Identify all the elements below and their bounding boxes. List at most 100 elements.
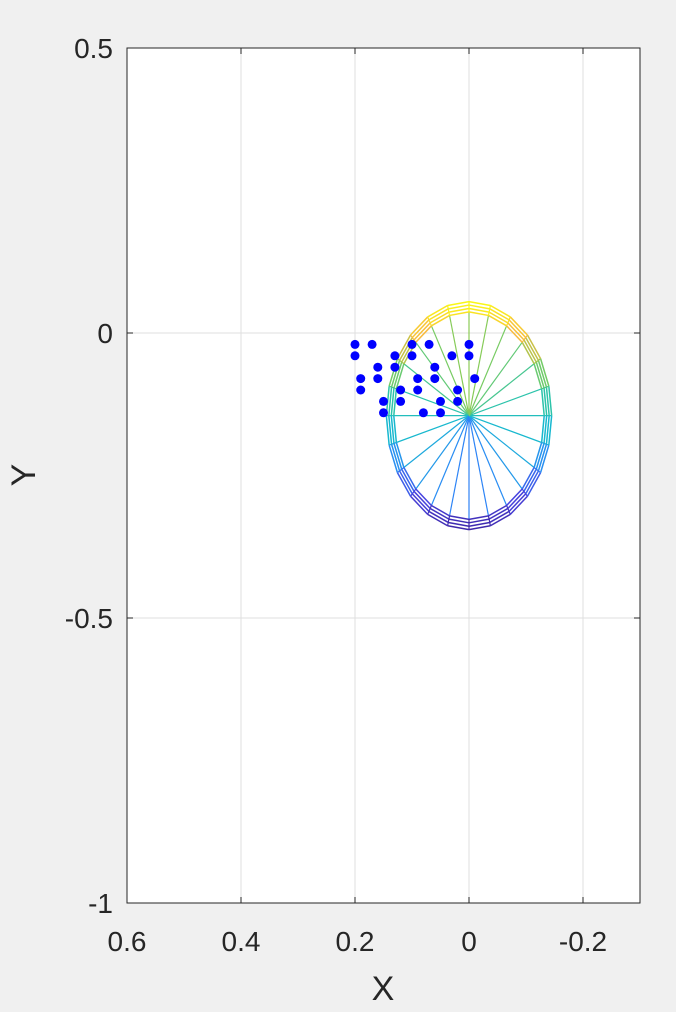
data-point [356, 374, 366, 384]
mesh-ring-segment [521, 467, 535, 490]
mesh-ring-segment [396, 334, 412, 360]
data-point [436, 396, 445, 406]
mesh-ring-segment [429, 311, 450, 324]
data-point [453, 385, 463, 395]
mesh-ring-segment [490, 513, 511, 527]
plot-area [127, 48, 640, 903]
mesh-spoke [468, 388, 542, 417]
mesh-ring-segment [523, 339, 537, 363]
mesh-spoke [468, 415, 542, 444]
mesh-spoke [415, 415, 470, 490]
mesh-ring-segment [395, 363, 405, 390]
mesh-connector [447, 515, 451, 526]
mesh-ring-segment [390, 387, 395, 416]
data-point [464, 351, 474, 361]
mesh-connector [506, 505, 511, 515]
mesh-ring-segment [526, 472, 542, 497]
mesh-spoke [468, 415, 508, 506]
mesh-ring-segment [468, 525, 491, 531]
mesh-connector [533, 467, 541, 474]
mesh-ring-segment [539, 444, 550, 473]
mesh-ring-segment [488, 504, 507, 517]
mesh-connector [388, 385, 397, 390]
data-point [430, 374, 440, 384]
x-tick-label: 0.2 [336, 926, 375, 957]
mesh-ring-segment [427, 304, 448, 318]
mesh-connector [521, 334, 528, 343]
mesh-ring-segment [509, 495, 528, 515]
mesh-connector [427, 316, 432, 327]
mesh-ring-segment [468, 300, 491, 307]
mesh-connector [447, 305, 451, 316]
mesh-ring-segment [395, 442, 405, 468]
y-axis-label: Y [5, 464, 43, 487]
mesh-ring-segment [543, 387, 548, 416]
mesh-ring-segment [468, 515, 489, 521]
mesh-ring-segment [468, 521, 490, 527]
mesh-ring-segment [388, 386, 393, 416]
mesh-ring-segment [540, 415, 545, 443]
mesh-ring-segment [398, 470, 413, 495]
data-point [356, 385, 366, 395]
data-point [407, 351, 417, 361]
mesh-ring-segment [521, 341, 535, 365]
mesh-ring-segment [535, 443, 545, 470]
x-tick-label: -0.2 [559, 926, 607, 957]
mesh-ring-segment [525, 337, 540, 361]
data-point [373, 362, 383, 372]
mesh-ring-segment [507, 490, 525, 509]
mesh-ring-segment [413, 322, 431, 341]
mesh-ring-segment [489, 510, 510, 524]
mesh-ring-segment [447, 300, 470, 307]
mesh-ring-segment [388, 444, 399, 473]
data-point [396, 396, 406, 406]
mesh-connector [427, 505, 432, 515]
mesh-spoke [468, 315, 490, 416]
mesh-ring-segment [449, 311, 470, 317]
mesh-ring-segment [548, 415, 553, 446]
mesh-ring-segment [448, 307, 470, 313]
mesh-ring-segment [548, 386, 553, 416]
y-tick-label: -0.5 [65, 603, 113, 634]
mesh-ring-segment [427, 513, 448, 527]
mesh-connector [487, 515, 491, 526]
mesh-connector [506, 316, 511, 327]
mesh-spoke [448, 315, 470, 416]
data-point [413, 385, 423, 395]
data-point [447, 351, 457, 361]
mesh-ring-segment [508, 319, 527, 338]
mesh-connector [541, 385, 550, 390]
data-point [390, 351, 400, 361]
mesh-spoke [403, 415, 470, 468]
mesh-spoke [430, 325, 470, 416]
mesh-connector [521, 488, 528, 497]
mesh-ring-segment [540, 388, 545, 416]
data-point [453, 396, 463, 406]
x-tick-label: 0.6 [108, 926, 147, 957]
mesh-ring-segment [535, 361, 545, 389]
mesh-ring-segment [410, 495, 429, 515]
mesh-ring-segment [390, 415, 395, 444]
mesh-spoke [396, 388, 470, 417]
x-tick-label: 0 [461, 926, 477, 957]
mesh-ring-segment [393, 443, 403, 470]
mesh-ring-segment [428, 510, 449, 524]
mesh-ring-segment [543, 415, 548, 444]
mesh-connector [410, 488, 417, 497]
mesh-ring-segment [507, 322, 525, 341]
mesh-spoke [430, 415, 470, 506]
mesh-ring-segment [448, 304, 470, 310]
mesh-ring-segment [468, 304, 490, 310]
mesh-ring-segment [545, 386, 550, 416]
mesh-ring-segment [447, 525, 470, 531]
mesh-ring-segment [490, 304, 511, 318]
axis-ticks: 0.6 0.4 0.2 0 -0.2 0.5 0 -0.5 -1 [65, 33, 640, 957]
mesh-ring-segment [448, 518, 470, 524]
mesh-ring-segment [410, 316, 429, 336]
mesh-ring-segment [537, 360, 548, 388]
mesh-ring-segment [525, 470, 540, 495]
mesh-ring-segment [488, 311, 509, 324]
data-point [413, 374, 423, 384]
mesh-ring-segment [509, 316, 528, 336]
